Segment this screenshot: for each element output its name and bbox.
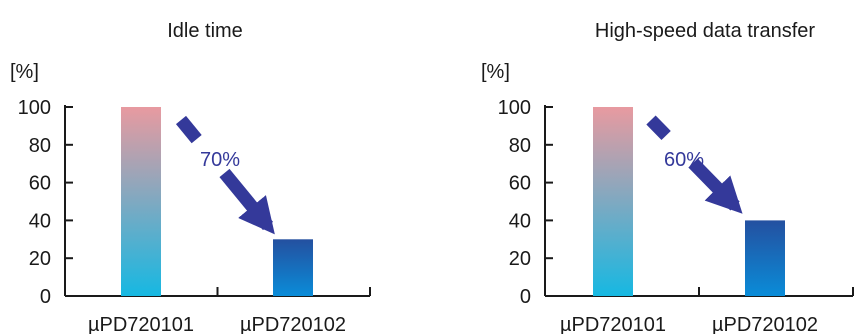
y-tick-label: 100	[498, 97, 531, 119]
y-tick-label: 80	[29, 135, 51, 157]
chart-title: High-speed data transfer	[595, 20, 815, 42]
chart-panel-2: High-speed data transfer [%] 0 20 40 60 80 100 µ…	[481, 20, 854, 334]
y-tick-label: 0	[520, 286, 531, 308]
reduction-percentage-label: 60%	[664, 149, 704, 171]
chart-title: Idle time	[167, 20, 243, 42]
y-tick-label: 60	[29, 173, 51, 195]
reduction-arrow	[688, 158, 743, 214]
y-tick-label: 40	[509, 210, 531, 232]
y-tick-label: 100	[18, 97, 51, 119]
bar-1	[593, 107, 633, 296]
reduction-arrow	[219, 168, 275, 235]
reduction-percentage-label: 70%	[200, 149, 240, 171]
bar-2	[745, 220, 785, 296]
x-category-label: µPD720101	[560, 314, 666, 334]
y-axis-unit-label: [%]	[481, 61, 510, 83]
y-tick-label: 20	[29, 248, 51, 270]
x-category-label: µPD720101	[88, 314, 194, 334]
y-tick-label: 20	[509, 248, 531, 270]
y-tick-label: 40	[29, 210, 51, 232]
bar-1	[121, 107, 161, 296]
chart-panel-1: Idle time [%] 0 20 40 60 80 100 µPD720101 µPD7201…	[10, 20, 371, 334]
y-tick-label: 60	[509, 173, 531, 195]
reduction-arrow-shaft-top	[175, 115, 202, 144]
reduction-arrow-shaft-top	[646, 115, 671, 141]
y-tick-label: 80	[509, 135, 531, 157]
bar-2	[273, 239, 313, 296]
y-tick-label: 0	[40, 286, 51, 308]
x-category-label: µPD720102	[240, 314, 346, 334]
x-category-label: µPD720102	[712, 314, 818, 334]
y-axis-unit-label: [%]	[10, 61, 39, 83]
